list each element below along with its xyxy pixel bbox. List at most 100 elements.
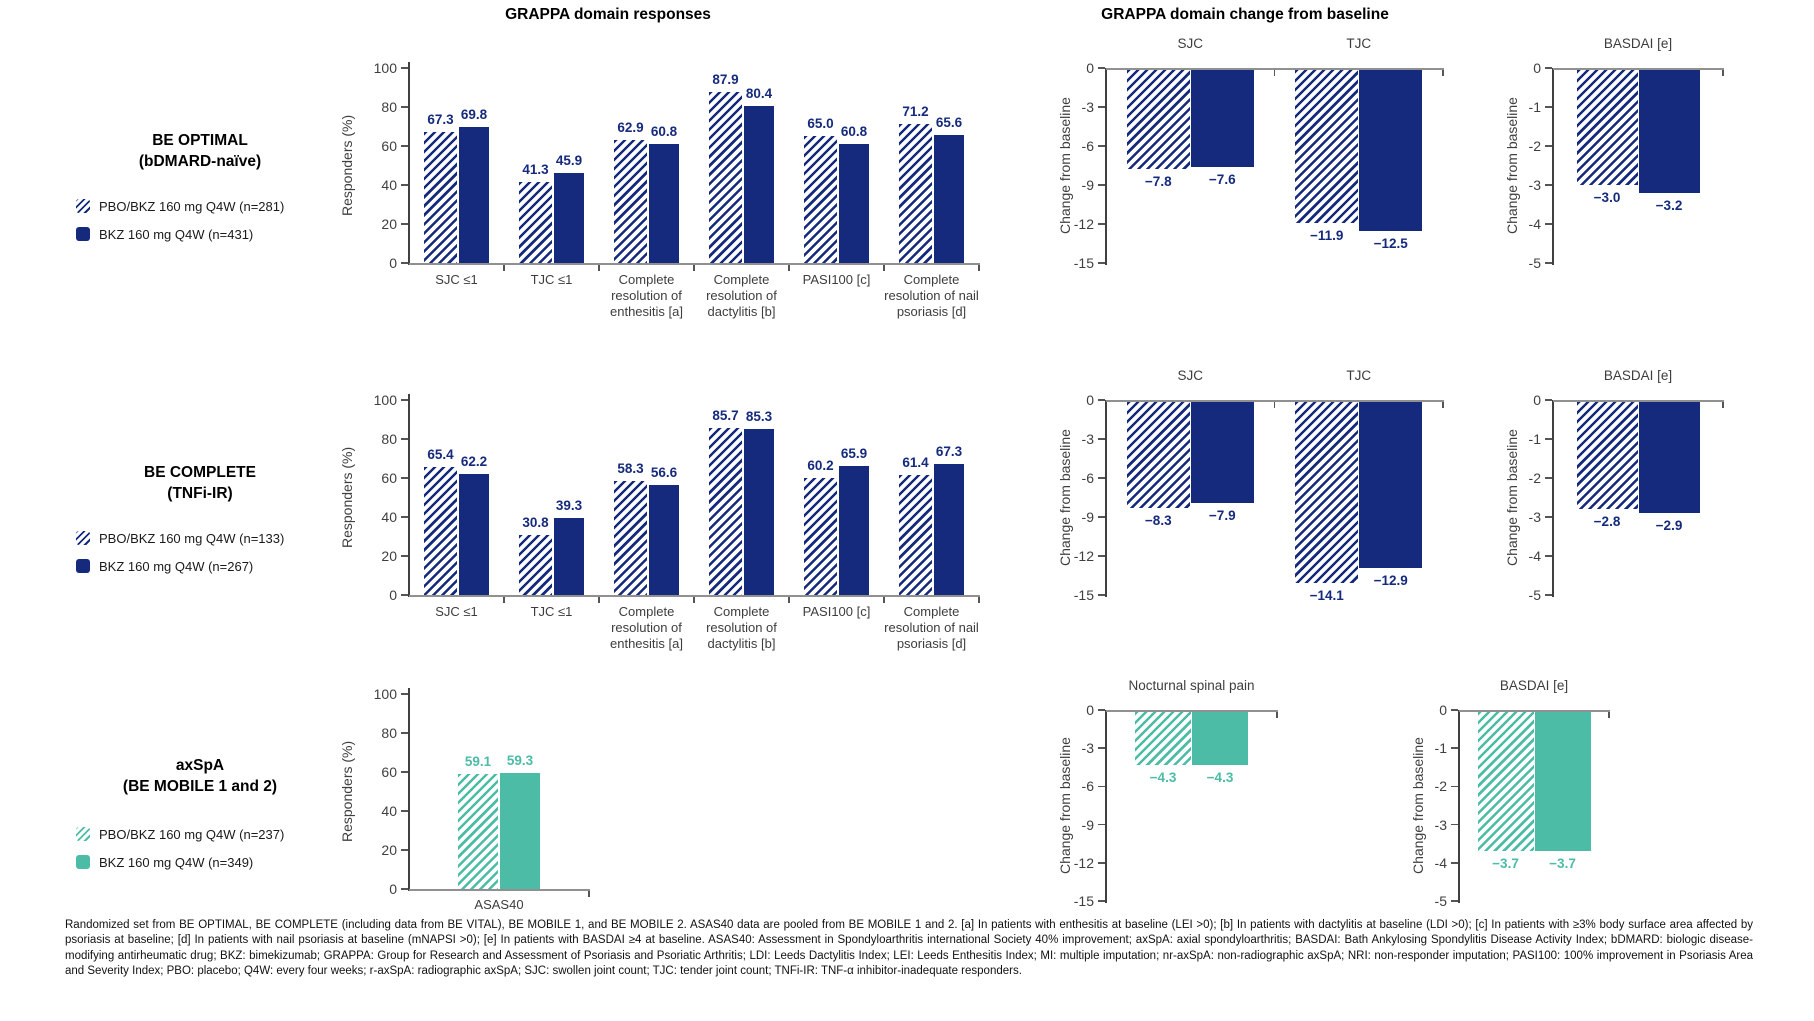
legend-item: PBO/BKZ 160 mg Q4W (n=133): [76, 528, 284, 548]
legend-item: BKZ 160 mg Q4W (n=349): [76, 852, 253, 872]
value-label: −3.7: [1549, 856, 1576, 872]
legend-label: BKZ 160 mg Q4W (n=267): [99, 558, 254, 574]
top-tick-mark: [1722, 70, 1724, 76]
category-label: SJC ≤1: [435, 272, 478, 287]
y-tick-mark: [1451, 747, 1458, 749]
y-axis: [1552, 68, 1554, 265]
x-axis: [409, 889, 590, 891]
y-tick-label: -15: [1073, 893, 1094, 909]
x-tick-mark: [883, 597, 885, 603]
chart-group-title: BASDAI [e]: [1603, 368, 1673, 383]
value-label: 59.3: [506, 753, 534, 769]
y-tick-mark: [1545, 555, 1552, 557]
y-tick-mark: [1545, 438, 1552, 440]
x-tick-mark: [693, 597, 695, 603]
category-label: TJC ≤1: [530, 272, 573, 287]
y-tick-mark: [1451, 900, 1458, 902]
x-tick-mark: [598, 597, 600, 603]
value-label: 65.4: [427, 447, 454, 463]
bar-hatched: [1576, 70, 1638, 185]
y-tick-label: -6: [1081, 470, 1094, 486]
y-tick-mark: [1545, 516, 1552, 518]
category-label: Complete resolution of dactylitis [b]: [706, 604, 777, 651]
footnote: Randomized set from BE OPTIMAL, BE COMPL…: [65, 919, 1753, 977]
y-tick-mark: [1098, 184, 1105, 186]
y-tick-label: 0: [1533, 392, 1541, 408]
bar-hatched: [709, 91, 742, 263]
y-tick-label: -1: [1528, 431, 1541, 447]
value-label: 60.8: [650, 124, 678, 140]
bar-hatched: [899, 124, 932, 263]
value-label: 39.3: [555, 498, 583, 514]
y-tick-label: 60: [381, 138, 397, 154]
value-label: 59.1: [464, 753, 492, 769]
value-label: 67.3: [427, 111, 454, 127]
y-tick-label: -2: [1528, 470, 1541, 486]
y-tick-mark: [1451, 862, 1458, 864]
y-tick-label: -6: [1081, 778, 1094, 795]
y-tick-label: -9: [1081, 816, 1094, 833]
row-title-line: BE OPTIMAL: [152, 132, 248, 149]
y-tick-mark: [1545, 594, 1552, 596]
zero-line: [1106, 400, 1444, 402]
y-axis: [1105, 710, 1107, 903]
category-label: Complete resolution of enthesitis [a]: [610, 272, 683, 319]
bar-solid: [934, 135, 964, 263]
zero-line: [1553, 400, 1724, 402]
y-tick-mark: [1098, 477, 1105, 479]
y-tick-label: 80: [381, 725, 397, 741]
x-tick-mark: [588, 891, 590, 897]
zero-line: [1106, 68, 1444, 70]
zero-line: [1106, 710, 1278, 712]
bar-solid: [1359, 70, 1423, 231]
y-tick-label: 80: [381, 431, 397, 447]
y-axis: [1458, 710, 1460, 903]
bar-solid: [1359, 402, 1423, 568]
bar-hatched: [424, 467, 457, 595]
bar-solid: [1534, 712, 1591, 852]
y-tick-label: -12: [1073, 216, 1094, 232]
chart-group-title: Nocturnal spinal pain: [1128, 678, 1255, 693]
y-tick-mark: [401, 810, 408, 812]
y-tick-label: -3: [1528, 177, 1541, 193]
y-axis: [1552, 400, 1554, 597]
value-label: −4.3: [1206, 769, 1234, 785]
y-tick-mark: [401, 516, 408, 518]
value-label: −2.8: [1593, 514, 1621, 530]
x-tick-mark: [978, 597, 980, 603]
y-tick-label: -3: [1434, 816, 1447, 833]
top-tick-mark: [1608, 712, 1610, 718]
y-tick-mark: [1098, 106, 1105, 108]
row-title-line: (bDMARD-naïve): [138, 153, 262, 170]
y-tick-label: 20: [381, 548, 397, 564]
y-tick-label: -3: [1081, 431, 1094, 447]
value-label: −14.1: [1309, 588, 1344, 604]
y-tick-label: 40: [381, 177, 397, 193]
bar-solid: [459, 473, 489, 595]
category-label: TJC ≤1: [530, 604, 573, 619]
value-label: −7.8: [1144, 174, 1172, 190]
value-label: 69.8: [460, 106, 488, 122]
y-tick-mark: [401, 693, 408, 695]
y-tick-mark: [1098, 262, 1105, 264]
bar-hatched: [899, 475, 932, 595]
y-tick-mark: [1098, 594, 1105, 596]
value-label: 87.9: [712, 71, 739, 87]
y-tick-label: 40: [381, 509, 397, 525]
chart-group-title: SJC: [1177, 36, 1203, 51]
bar-hatched: [1126, 70, 1190, 170]
y-tick-mark: [1098, 223, 1105, 225]
y-tick-mark: [1451, 709, 1458, 711]
bar-hatched: [1576, 402, 1638, 510]
zero-line: [1553, 68, 1724, 70]
value-label: −3.0: [1593, 190, 1621, 205]
y-tick-label: 60: [381, 764, 397, 780]
y-tick-label: 20: [381, 216, 397, 232]
y-tick-label: 0: [1086, 392, 1094, 408]
y-tick-label: 100: [373, 686, 397, 702]
bar-solid: [744, 106, 774, 263]
y-tick-label: -3: [1528, 509, 1541, 525]
bar-solid: [500, 773, 540, 889]
y-tick-label: 0: [1086, 60, 1094, 76]
y-tick-mark: [401, 594, 408, 596]
